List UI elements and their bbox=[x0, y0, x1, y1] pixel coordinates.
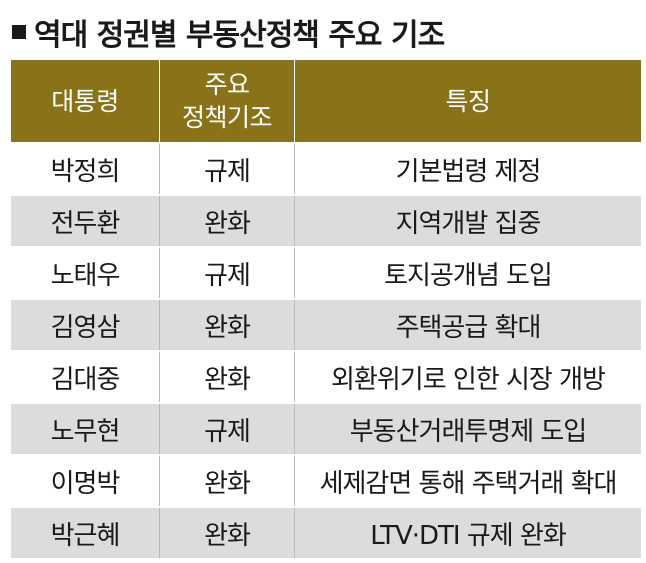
table-row: 박근혜 완화 LTV·DTI 규제 완화 bbox=[11, 506, 641, 558]
cell-stance: 완화 bbox=[160, 196, 295, 246]
cell-feature: 부동산거래투명제 도입 bbox=[349, 416, 587, 447]
page-title-row: 역대 정권별 부동산정책 주요 기조 bbox=[12, 8, 445, 56]
table-row: 노태우 규제 토지공개념 도입 bbox=[11, 246, 641, 298]
cell-president: 이명박 bbox=[11, 456, 160, 506]
cell-feature: 외환위기로 인한 시장 개방 bbox=[331, 364, 606, 395]
header-president: 대통령 bbox=[11, 60, 160, 142]
cell-president: 노무현 bbox=[11, 404, 160, 454]
cell-stance: 규제 bbox=[160, 144, 295, 194]
page-title: 역대 정권별 부동산정책 주요 기조 bbox=[34, 18, 445, 53]
table-row: 김대중 완화 외환위기로 인한 시장 개방 bbox=[11, 350, 641, 402]
policy-table: 대통령 주요 정책기조 특징 박정희 규제 기본법령 제정 전두환 완화 지역개… bbox=[11, 60, 641, 558]
table-row: 박정희 규제 기본법령 제정 bbox=[11, 142, 641, 194]
cell-feature: LTV·DTI 규제 완화 bbox=[370, 520, 567, 551]
title-bullet-square-icon bbox=[12, 25, 26, 39]
cell-stance: 규제 bbox=[160, 248, 295, 298]
cell-feature: 토지공개념 도입 bbox=[384, 260, 553, 291]
cell-president: 전두환 bbox=[11, 196, 160, 246]
cell-stance: 완화 bbox=[160, 508, 295, 558]
cell-feature: 지역개발 집중 bbox=[395, 208, 542, 239]
table-row: 전두환 완화 지역개발 집중 bbox=[11, 194, 641, 246]
cell-president: 박정희 bbox=[11, 144, 160, 194]
table-row: 이명박 완화 세제감면 통해 주택거래 확대 bbox=[11, 454, 641, 506]
table-row: 김영삼 완화 주택공급 확대 bbox=[11, 298, 641, 350]
cell-stance: 완화 bbox=[160, 352, 295, 402]
cell-stance: 규제 bbox=[160, 404, 295, 454]
cell-feature: 주택공급 확대 bbox=[395, 312, 542, 343]
cell-president: 노태우 bbox=[11, 248, 160, 298]
cell-president: 김영삼 bbox=[11, 300, 160, 350]
cell-president: 박근혜 bbox=[11, 508, 160, 558]
header-policy-stance: 주요 정책기조 bbox=[160, 60, 295, 142]
table-header: 대통령 주요 정책기조 특징 bbox=[11, 60, 641, 142]
cell-feature: 세제감면 통해 주택거래 확대 bbox=[319, 468, 618, 499]
cell-president: 김대중 bbox=[11, 352, 160, 402]
cell-stance: 완화 bbox=[160, 456, 295, 506]
table-row: 노무현 규제 부동산거래투명제 도입 bbox=[11, 402, 641, 454]
cell-feature: 기본법령 제정 bbox=[395, 156, 542, 187]
header-feature: 특징 bbox=[445, 86, 491, 116]
cell-stance: 완화 bbox=[160, 300, 295, 350]
